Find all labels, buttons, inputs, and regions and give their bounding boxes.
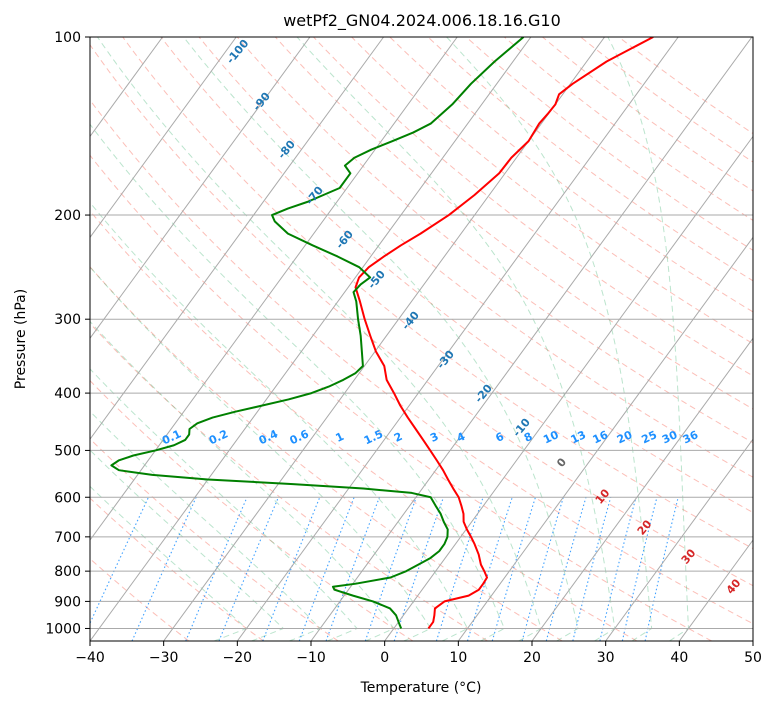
dry-adiabat-line: [236, 37, 753, 444]
mixing-ratio-line: [325, 497, 380, 641]
dry-adiabat-line: [122, 37, 753, 550]
plot-area: [90, 37, 753, 641]
moist-adiabat-line: [90, 410, 322, 641]
dewpoint-profile-line: [110, 37, 525, 629]
mixing-ratio-line: [644, 497, 679, 641]
x-tick-label: 40: [670, 650, 688, 666]
dry-adiabat-line: [90, 154, 712, 641]
moist-adiabat-line: [90, 368, 358, 641]
x-tick-label: 0: [380, 650, 389, 666]
isotherm-line: [90, 37, 458, 541]
mixing-ratio-line: [491, 497, 536, 641]
mixing-ratio-label: 36: [681, 428, 701, 446]
mixing-ratio-line: [298, 497, 355, 641]
y-tick-label: 400: [54, 386, 81, 402]
y-tick-label: 900: [54, 594, 81, 610]
mixing-ratio-label: 10: [541, 428, 561, 446]
moist-adiabat-line: [296, 37, 616, 641]
temperature-profile-line: [354, 37, 654, 630]
y-tick-label: 1000: [45, 621, 81, 637]
dry-adiabat-line: [160, 37, 753, 514]
mixing-ratio-label: 30: [660, 428, 680, 446]
y-tick-label: 300: [54, 312, 81, 328]
isotherm-line: [90, 37, 237, 239]
mixing-ratio-line: [521, 497, 564, 641]
isobars: [90, 37, 753, 629]
isotherm-line: [90, 37, 384, 441]
mixing-ratio-line: [218, 497, 279, 641]
y-tick-label: 600: [54, 490, 81, 506]
moist-adiabat-line: [90, 449, 285, 641]
moist-adiabats: [90, 37, 689, 641]
dry-adiabat-line: [274, 37, 753, 410]
mixing-ratio-line: [621, 497, 658, 641]
mixing-ratio-line: [435, 497, 484, 641]
y-tick-label: 200: [54, 208, 81, 224]
y-axis-ticks: 100 200 300 400 500 600 700 800 900 1000: [45, 30, 90, 637]
mixing-ratio-label: 16: [591, 428, 611, 446]
y-tick-label: 800: [54, 564, 81, 580]
mixing-ratio-line: [545, 497, 587, 641]
dry-adiabat-line: [90, 43, 753, 587]
isotherm-line: [236, 37, 679, 641]
chart-title: wetPf2_GN04.2024.006.18.16.G10: [283, 11, 561, 31]
dry-adiabat-line: [90, 210, 638, 641]
isotherm-line: [90, 37, 532, 641]
y-tick-label: 700: [54, 530, 81, 546]
dry-adiabat-line: [90, 99, 753, 625]
dry-adiabat-line: [313, 37, 753, 377]
dry-adiabat-line: [90, 322, 488, 641]
x-tick-label: 10: [449, 650, 467, 666]
x-tick-label: −20: [223, 650, 253, 666]
isotherms: [90, 37, 753, 641]
dry-adiabats: [90, 37, 753, 641]
mixing-ratio-line: [364, 497, 417, 641]
profile-series: [110, 37, 654, 630]
mixing-ratio-line: [599, 497, 637, 641]
x-axis-ticks: −40 −30 −20 −10 0 10 20 30 40 50: [75, 641, 762, 666]
isotherm-line: [310, 37, 753, 641]
y-tick-label: 500: [54, 443, 81, 459]
mixing-ratio-lines: [90, 497, 679, 641]
mixing-ratio-label: 25: [640, 428, 659, 446]
isotherm-line: [457, 236, 753, 641]
x-tick-label: −30: [149, 650, 179, 666]
y-tick-label: 100: [54, 30, 81, 46]
moist-adiabat-line: [607, 37, 689, 641]
x-axis-label: Temperature (°C): [360, 680, 482, 696]
x-tick-label: 30: [597, 650, 615, 666]
moist-adiabat-line: [90, 266, 432, 641]
x-tick-label: −10: [296, 650, 326, 666]
x-tick-label: 20: [523, 650, 541, 666]
isotherm-line: [90, 37, 311, 340]
isotherm-line: [605, 438, 753, 641]
dry-adiabat-line: [90, 266, 563, 641]
y-axis-label: Pressure (hPa): [13, 289, 29, 389]
mixing-ratio-line: [572, 497, 612, 641]
mixing-ratio-label: 20: [615, 428, 635, 446]
mixing-ratio-label: 13: [569, 428, 588, 446]
moist-adiabat-line: [90, 123, 505, 641]
mixing-ratio-line: [185, 497, 248, 641]
mixing-ratio-line: [90, 497, 150, 625]
moist-adiabat-line: [446, 37, 653, 641]
x-tick-label: −40: [75, 650, 105, 666]
mixing-ratio-line: [131, 497, 197, 641]
plot-frame: [89, 36, 754, 642]
mixing-ratio-line: [393, 497, 444, 641]
x-tick-label: 50: [744, 650, 762, 666]
mixing-ratio-line: [262, 497, 321, 641]
moist-adiabat-line: [183, 37, 579, 641]
isotherm-line: [531, 337, 753, 641]
isotherm-line: [384, 135, 753, 641]
